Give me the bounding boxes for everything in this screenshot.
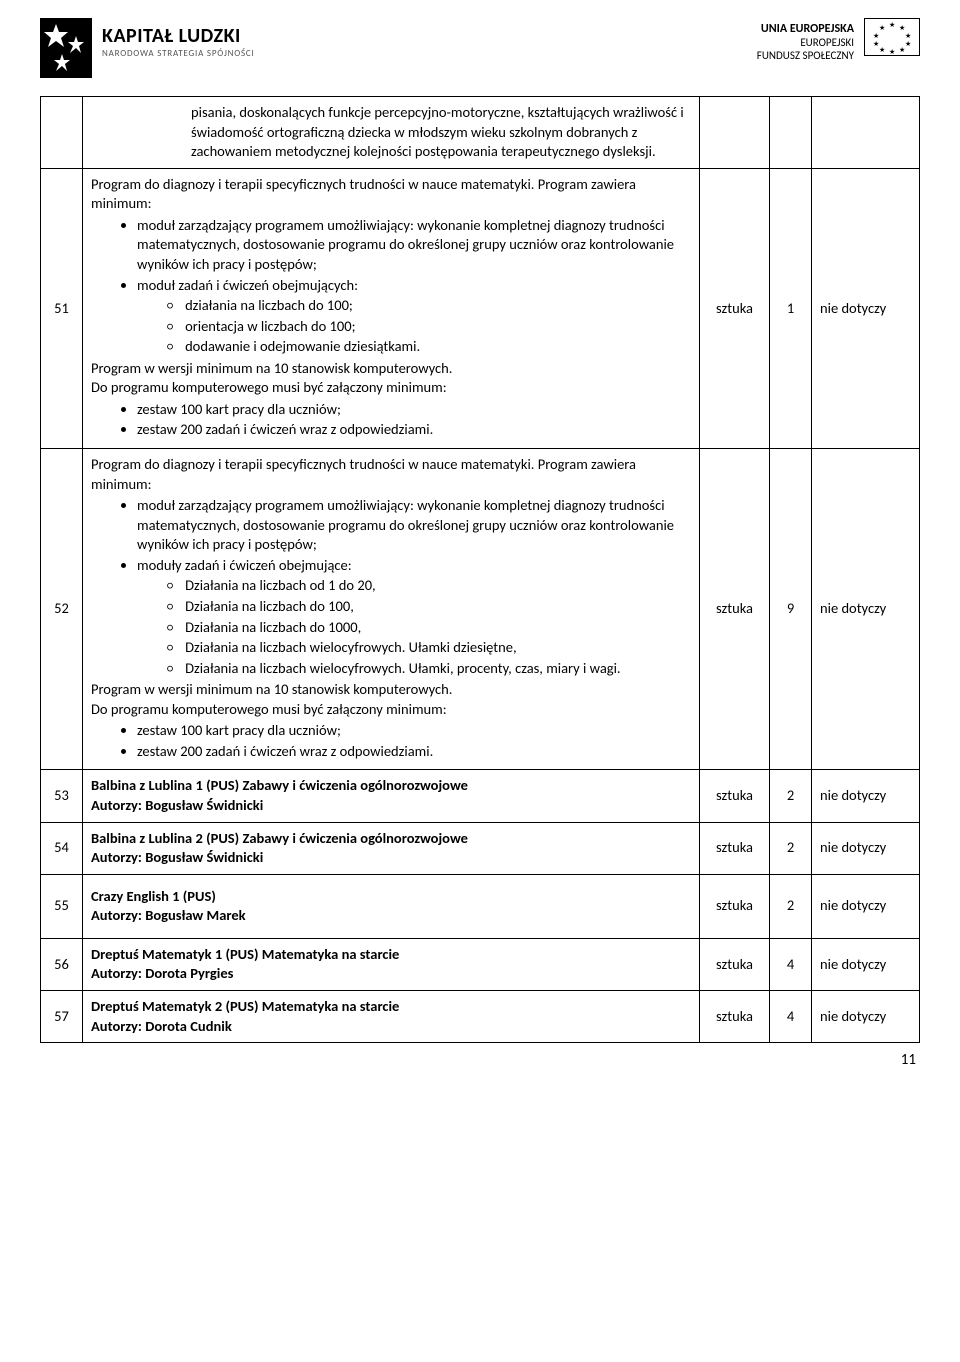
cell-unit: sztuka xyxy=(700,822,770,874)
desc-text: Do programu komputerowego musi być załąc… xyxy=(91,700,691,720)
cell-note: nie dotyczy xyxy=(812,168,920,448)
cell-num xyxy=(41,97,83,169)
bullet-item: moduł zadań i ćwiczeń obejmujących: dzia… xyxy=(137,276,691,357)
sub-bullet-item: Działania na liczbach do 1000, xyxy=(167,618,691,638)
bullet-item: zestaw 100 kart pracy dla uczniów; xyxy=(137,721,691,741)
cell-qty: 2 xyxy=(770,874,812,938)
spec-table: pisania, doskonalących funkcje percepcyj… xyxy=(40,96,920,1043)
cell-desc: Dreptuś Matematyk 1 (PUS) Matematyka na … xyxy=(83,938,700,990)
cell-qty xyxy=(770,97,812,169)
table-row: 57 Dreptuś Matematyk 2 (PUS) Matematyka … xyxy=(41,990,920,1042)
cell-unit: sztuka xyxy=(700,938,770,990)
cell-num: 56 xyxy=(41,938,83,990)
cell-note: nie dotyczy xyxy=(812,449,920,770)
desc-text: Program w wersji minimum na 10 stanowisk… xyxy=(91,680,691,700)
desc-title: Dreptuś Matematyk 1 (PUS) Matematyka na … xyxy=(91,945,691,965)
desc-title: Crazy English 1 (PUS) xyxy=(91,887,691,907)
table-row: 52 Program do diagnozy i terapii specyfi… xyxy=(41,449,920,770)
kl-subtitle: NARODOWA STRATEGIA SPÓJNOŚCI xyxy=(102,48,255,59)
table-row: 56 Dreptuś Matematyk 1 (PUS) Matematyka … xyxy=(41,938,920,990)
table-row: 54 Balbina z Lublina 2 (PUS) Zabawy i ćw… xyxy=(41,822,920,874)
page-number: 11 xyxy=(40,1051,920,1069)
bullet-item: moduł zarządzający programem umożliwiają… xyxy=(137,216,691,275)
cell-desc: Crazy English 1 (PUS) Autorzy: Bogusław … xyxy=(83,874,700,938)
cell-note xyxy=(812,97,920,169)
cell-unit: sztuka xyxy=(700,168,770,448)
table-row: 55 Crazy English 1 (PUS) Autorzy: Bogusł… xyxy=(41,874,920,938)
cell-note: nie dotyczy xyxy=(812,822,920,874)
cell-unit: sztuka xyxy=(700,770,770,822)
cell-num: 53 xyxy=(41,770,83,822)
sub-bullet-item: Działania na liczbach od 1 do 20, xyxy=(167,576,691,596)
desc-intro: Program do diagnozy i terapii specyficzn… xyxy=(91,175,691,214)
bullet-text: moduł zadań i ćwiczeń obejmujących: xyxy=(137,276,358,294)
sub-bullet-item: Działania na liczbach do 100, xyxy=(167,597,691,617)
bullet-item: zestaw 100 kart pracy dla uczniów; xyxy=(137,400,691,420)
table-row: 53 Balbina z Lublina 1 (PUS) Zabawy i ćw… xyxy=(41,770,920,822)
eu-line1: UNIA EUROPEJSKA xyxy=(757,22,854,36)
logo-right: UNIA EUROPEJSKA EUROPEJSKI FUNDUSZ SPOŁE… xyxy=(757,18,920,62)
cell-desc: Program do diagnozy i terapii specyficzn… xyxy=(83,449,700,770)
cell-num: 54 xyxy=(41,822,83,874)
cell-note: nie dotyczy xyxy=(812,770,920,822)
table-row: 51 Program do diagnozy i terapii specyfi… xyxy=(41,168,920,448)
cell-num: 52 xyxy=(41,449,83,770)
bullet-text: moduły zadań i ćwiczeń obejmujące: xyxy=(137,556,352,574)
cell-qty: 4 xyxy=(770,938,812,990)
eu-line3: FUNDUSZ SPOŁECZNY xyxy=(757,49,854,62)
sub-bullet-item: Działania na liczbach wielocyfrowych. Uł… xyxy=(167,638,691,658)
desc-title: Balbina z Lublina 1 (PUS) Zabawy i ćwicz… xyxy=(91,776,691,796)
cell-qty: 4 xyxy=(770,990,812,1042)
desc-title: Dreptuś Matematyk 2 (PUS) Matematyka na … xyxy=(91,997,691,1017)
bullet-item: moduł zarządzający programem umożliwiają… xyxy=(137,496,691,555)
bullet-item: moduły zadań i ćwiczeń obejmujące: Dział… xyxy=(137,556,691,678)
bullet-item: zestaw 200 zadań i ćwiczeń wraz z odpowi… xyxy=(137,420,691,440)
cell-qty: 2 xyxy=(770,770,812,822)
desc-author: Autorzy: Bogusław Świdnicki xyxy=(91,796,691,816)
cell-qty: 1 xyxy=(770,168,812,448)
cell-desc: Dreptuś Matematyk 2 (PUS) Matematyka na … xyxy=(83,990,700,1042)
desc-title: Balbina z Lublina 2 (PUS) Zabawy i ćwicz… xyxy=(91,829,691,849)
cell-desc: Program do diagnozy i terapii specyficzn… xyxy=(83,168,700,448)
logo-left: KAPITAŁ LUDZKI NARODOWA STRATEGIA SPÓJNO… xyxy=(40,18,255,78)
eu-line2: EUROPEJSKI xyxy=(757,36,854,49)
desc-text: pisania, doskonalących funkcje percepcyj… xyxy=(191,103,691,162)
table-row: pisania, doskonalących funkcje percepcyj… xyxy=(41,97,920,169)
sub-bullet-item: orientacja w liczbach do 100; xyxy=(167,317,691,337)
page-header: KAPITAŁ LUDZKI NARODOWA STRATEGIA SPÓJNO… xyxy=(40,18,920,78)
cell-unit: sztuka xyxy=(700,990,770,1042)
cell-unit xyxy=(700,97,770,169)
desc-intro: Program do diagnozy i terapii specyficzn… xyxy=(91,455,691,494)
cell-desc: Balbina z Lublina 1 (PUS) Zabawy i ćwicz… xyxy=(83,770,700,822)
desc-author: Autorzy: Dorota Pyrgies xyxy=(91,964,691,984)
cell-note: nie dotyczy xyxy=(812,990,920,1042)
cell-qty: 9 xyxy=(770,449,812,770)
desc-text: Do programu komputerowego musi być załąc… xyxy=(91,378,691,398)
bullet-item: zestaw 200 zadań i ćwiczeń wraz z odpowi… xyxy=(137,742,691,762)
cell-desc: Balbina z Lublina 2 (PUS) Zabawy i ćwicz… xyxy=(83,822,700,874)
cell-num: 57 xyxy=(41,990,83,1042)
sub-bullet-item: dodawanie i odejmowanie dziesiątkami. xyxy=(167,337,691,357)
cell-note: nie dotyczy xyxy=(812,874,920,938)
sub-bullet-item: Działania na liczbach wielocyfrowych. Uł… xyxy=(167,659,691,679)
desc-text: Program w wersji minimum na 10 stanowisk… xyxy=(91,359,691,379)
sub-bullet-item: działania na liczbach do 100; xyxy=(167,296,691,316)
cell-num: 55 xyxy=(41,874,83,938)
kl-title: KAPITAŁ LUDZKI xyxy=(102,24,255,48)
cell-qty: 2 xyxy=(770,822,812,874)
eu-flag-icon: ★ ★ ★ ★ ★ ★ ★ ★ ★ ★ xyxy=(864,18,920,56)
desc-author: Autorzy: Bogusław Świdnicki xyxy=(91,848,691,868)
cell-unit: sztuka xyxy=(700,449,770,770)
cell-note: nie dotyczy xyxy=(812,938,920,990)
cell-unit: sztuka xyxy=(700,874,770,938)
desc-author: Autorzy: Bogusław Marek xyxy=(91,906,691,926)
cell-desc: pisania, doskonalących funkcje percepcyj… xyxy=(83,97,700,169)
desc-author: Autorzy: Dorota Cudnik xyxy=(91,1017,691,1037)
cell-num: 51 xyxy=(41,168,83,448)
kl-star-icon xyxy=(40,18,92,78)
